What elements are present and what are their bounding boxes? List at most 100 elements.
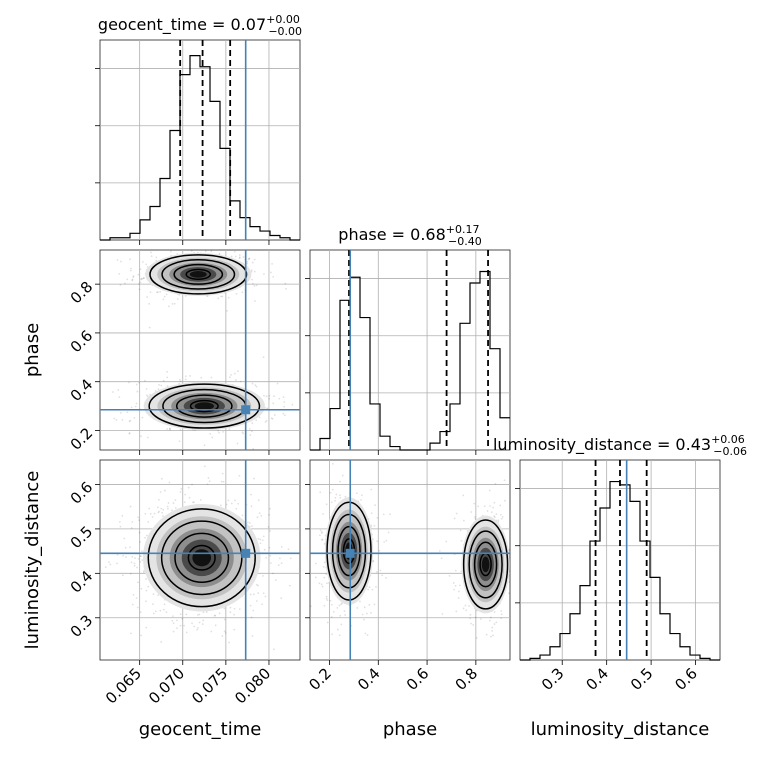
sample-point — [140, 555, 142, 557]
sample-point — [337, 628, 339, 631]
sample-point — [368, 604, 371, 606]
panel-content — [310, 460, 510, 660]
sample-point — [224, 632, 227, 634]
x-axis-label-luminosity_distance: luminosity_distance — [531, 719, 710, 740]
sample-point — [156, 506, 159, 509]
sample-point — [188, 496, 191, 499]
sample-point — [264, 421, 267, 423]
sample-point — [344, 614, 347, 616]
sample-point — [453, 517, 456, 520]
sample-point — [277, 564, 280, 566]
truth-marker — [345, 548, 355, 558]
sample-point — [71, 268, 73, 270]
sample-point — [448, 574, 451, 577]
histogram-step-geocent_time — [100, 54, 300, 241]
sample-point — [158, 383, 160, 386]
sample-point — [331, 633, 333, 636]
sample-point — [491, 630, 494, 632]
sample-point — [141, 260, 144, 263]
sample-point — [268, 513, 271, 516]
sample-point — [126, 278, 129, 281]
contour-line — [161, 259, 236, 290]
sample-point — [146, 265, 149, 268]
sample-point — [134, 405, 137, 408]
sample-point — [370, 524, 373, 527]
sample-point — [128, 432, 131, 434]
sample-point — [251, 635, 254, 637]
sample-point — [233, 607, 236, 610]
sample-point — [499, 504, 502, 507]
sample-point — [167, 502, 170, 504]
x-tick-label: 0.070 — [145, 664, 188, 707]
sample-point — [363, 606, 366, 609]
sample-point — [250, 493, 252, 496]
sample-point — [131, 521, 134, 523]
sample-point — [474, 515, 476, 518]
sample-point — [221, 295, 224, 298]
sample-point — [259, 538, 262, 541]
y-tick-label: 0.6 — [67, 478, 97, 508]
sample-point — [379, 569, 382, 572]
sample-point — [440, 557, 443, 560]
sample-point — [334, 496, 337, 499]
sample-point — [139, 611, 142, 614]
sample-point — [289, 557, 292, 560]
sample-point — [139, 268, 142, 271]
sample-point — [161, 511, 164, 514]
sample-point — [158, 510, 160, 513]
sample-point — [283, 401, 286, 403]
panel-2-1 — [305, 459, 511, 665]
x-tick-label: 0.2 — [305, 664, 335, 694]
sample-point — [211, 436, 214, 439]
sample-point — [126, 411, 129, 414]
sample-point — [230, 255, 233, 258]
panel-content — [71, 244, 300, 450]
sample-point — [137, 273, 140, 276]
sample-point — [193, 625, 196, 628]
sample-point — [486, 510, 489, 512]
sample-point — [184, 378, 187, 381]
sample-point — [368, 586, 371, 589]
x-tick-label: 0.065 — [102, 664, 145, 707]
sample-point — [250, 269, 253, 272]
sample-point — [166, 507, 169, 510]
sample-point — [326, 621, 329, 624]
contour-line — [173, 263, 224, 285]
sample-point — [273, 395, 275, 398]
sample-point — [251, 422, 254, 425]
sample-point — [490, 511, 493, 514]
sample-point — [162, 608, 165, 611]
sample-point — [175, 627, 178, 630]
sample-point — [278, 557, 281, 560]
sample-point — [191, 622, 193, 625]
sample-point — [217, 244, 219, 246]
sample-point — [250, 616, 253, 619]
sample-point — [138, 531, 141, 534]
sample-point — [474, 518, 477, 520]
sample-point — [272, 402, 275, 405]
sample-point — [141, 278, 144, 280]
sample-point — [344, 495, 347, 498]
sample-point — [176, 619, 178, 622]
sample-point — [258, 512, 261, 515]
sample-point — [387, 531, 390, 534]
sample-point — [217, 429, 220, 432]
sample-point — [133, 417, 136, 419]
sample-point — [179, 380, 182, 383]
x-axis-label-geocent_time: geocent_time — [139, 719, 262, 740]
sample-point — [445, 540, 448, 543]
sample-point — [359, 600, 361, 603]
sample-point — [227, 499, 230, 502]
sample-point — [140, 587, 143, 590]
sample-point — [144, 379, 146, 382]
sample-point — [325, 573, 328, 576]
sample-point — [113, 417, 116, 420]
sample-point — [130, 632, 132, 635]
sample-point — [203, 444, 206, 447]
sample-point — [139, 560, 142, 563]
sample-point — [166, 376, 169, 379]
sample-point — [378, 549, 381, 552]
sample-point — [135, 402, 138, 405]
sample-point — [376, 517, 379, 519]
sample-point — [251, 261, 254, 264]
